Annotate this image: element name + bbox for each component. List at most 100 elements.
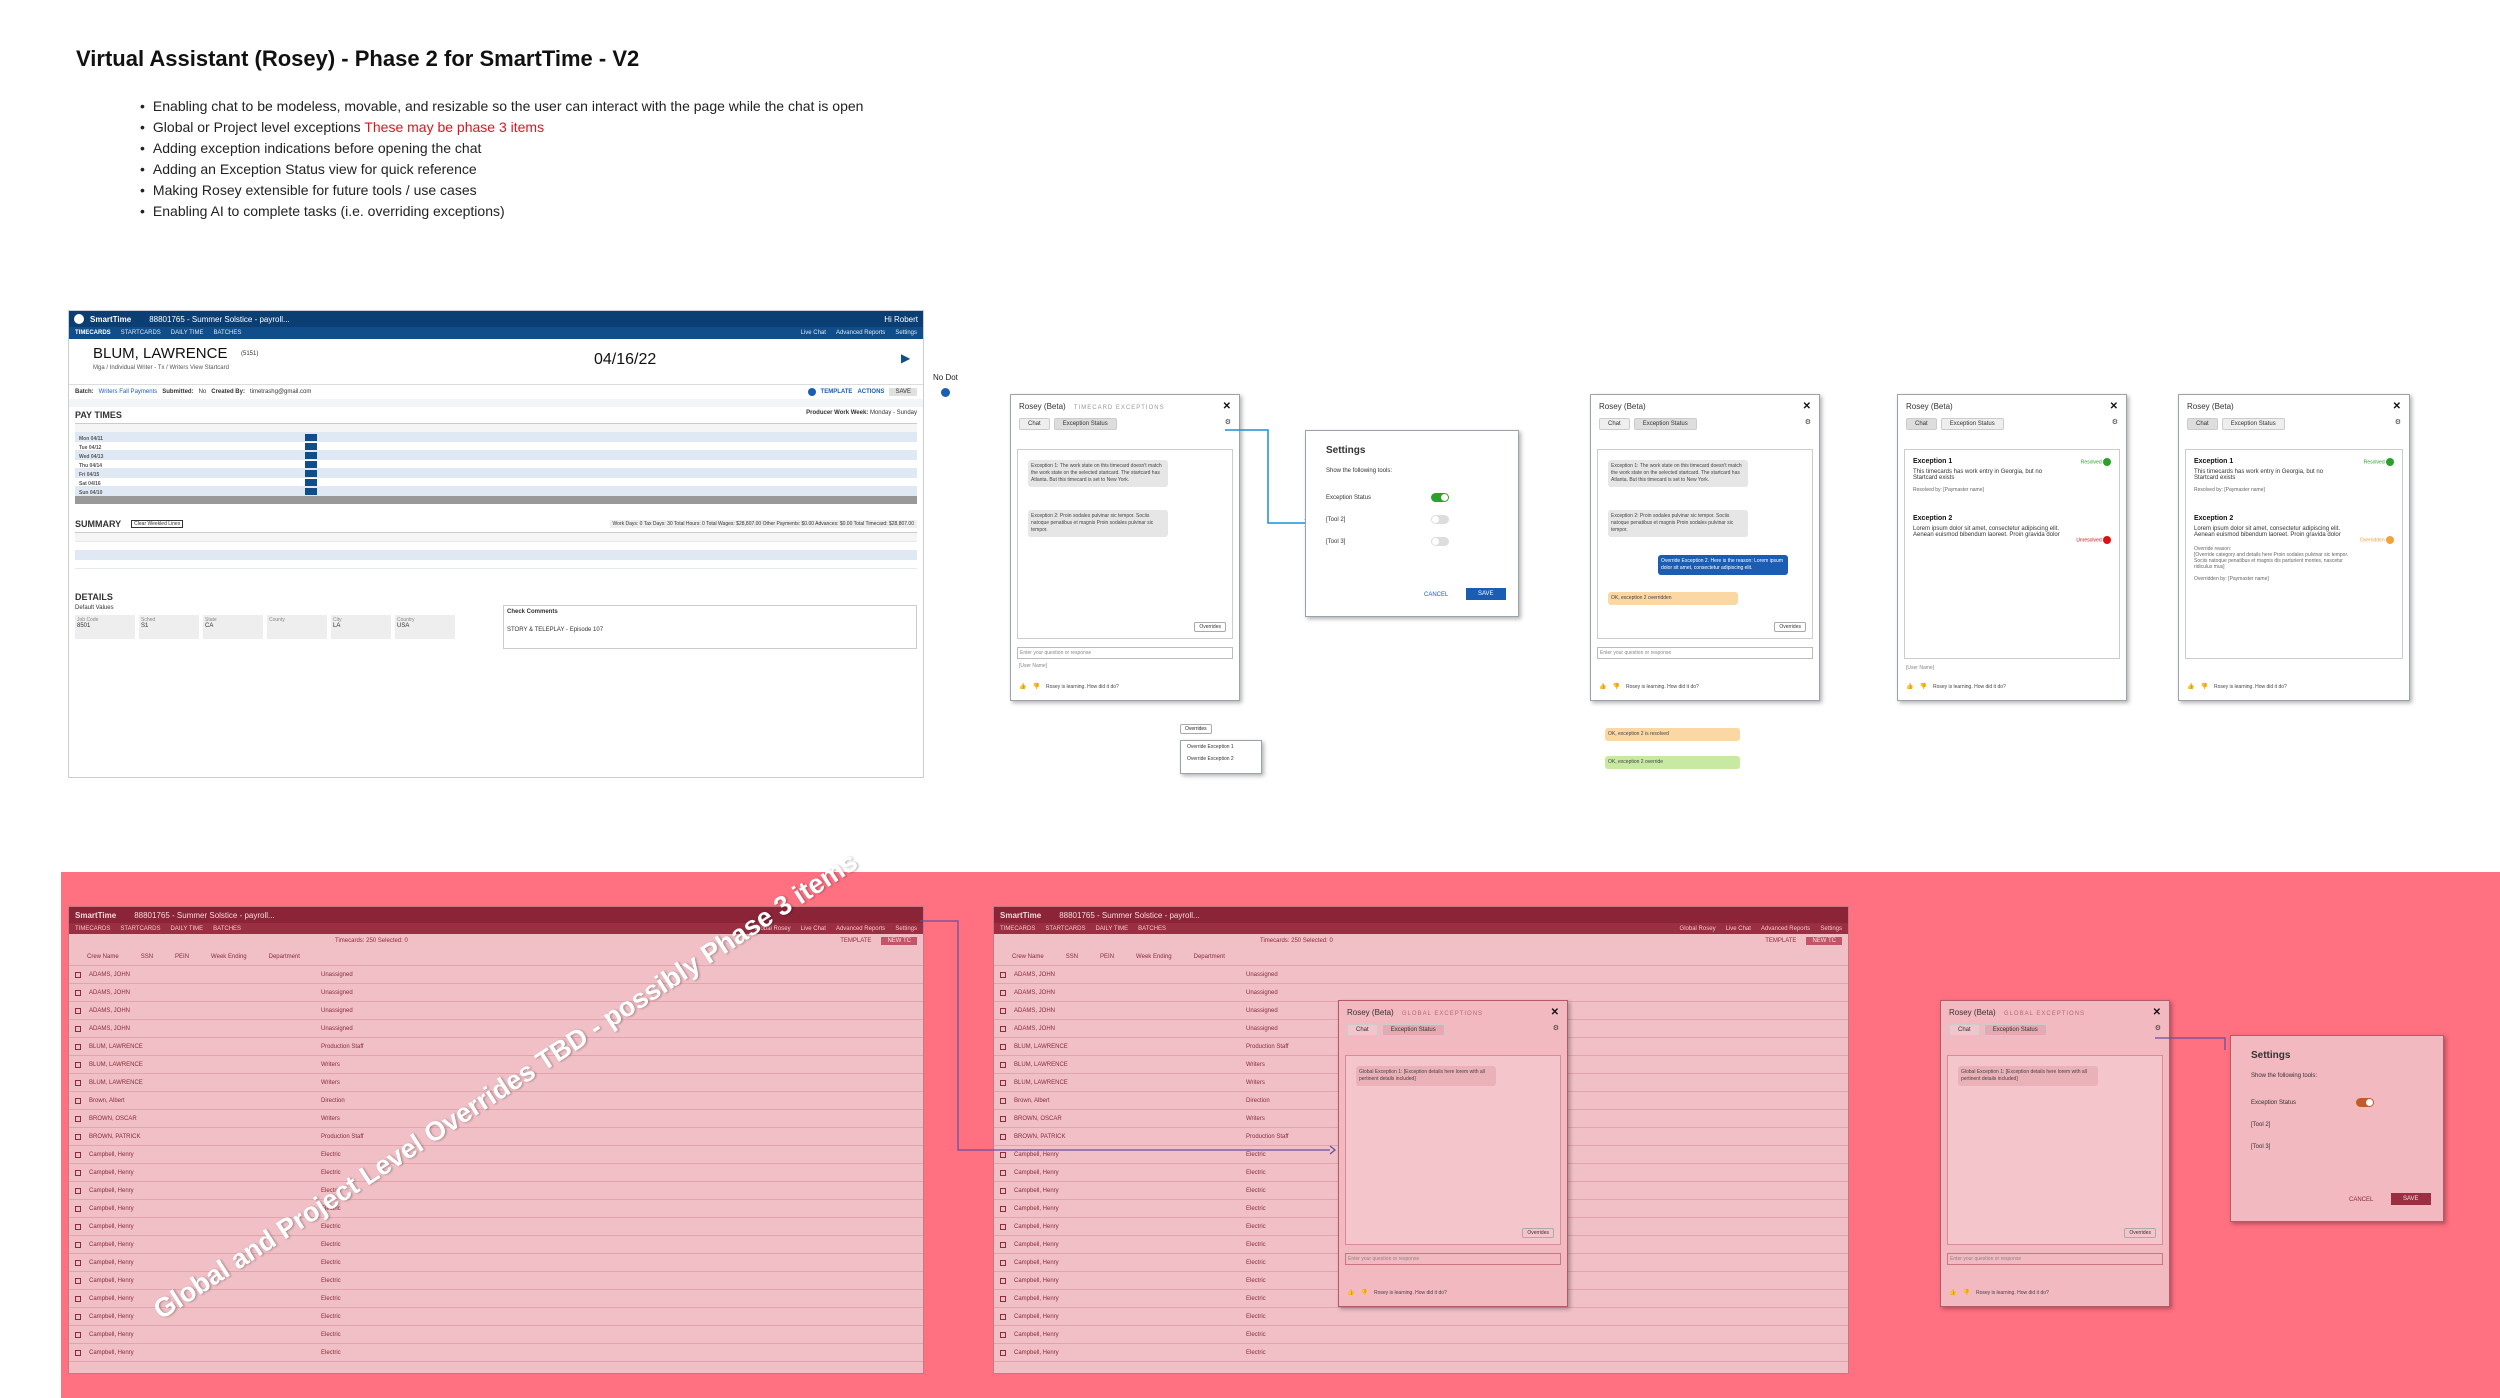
- settings-save-button[interactable]: SAVE: [2391, 1193, 2431, 1205]
- detail-field[interactable]: City LA: [331, 615, 391, 639]
- nav-dailytime[interactable]: DAILY TIME: [1095, 925, 1129, 932]
- rosey-chat-window[interactable]: Rosey (Beta) TIMECARD EXCEPTIONS ✕ Chat Ex…: [1010, 394, 1240, 701]
- nav-batches[interactable]: BATCHES: [213, 925, 242, 932]
- thumbs-up-icon[interactable]: 👍: [1906, 684, 1914, 690]
- global-exceptions-chat-2[interactable]: Rosey (Beta) GLOBAL EXCEPTIONS ✕ Chat Exce…: [1940, 1000, 2170, 1307]
- gear-icon[interactable]: ⚙: [2394, 419, 2401, 426]
- table-row[interactable]: Campbell, Henry Electric: [69, 1308, 923, 1326]
- exception-status-overridden-window[interactable]: Rosey (Beta) ✕ Chat Exception Status ⚙ Exce…: [2178, 394, 2410, 701]
- tab-exception-status[interactable]: Exception Status: [1053, 418, 1117, 430]
- row-checkbox[interactable]: [75, 1349, 81, 1356]
- user-menu[interactable]: Hi Robert: [884, 314, 918, 324]
- gear-icon[interactable]: ⚙: [1224, 419, 1231, 426]
- row-checkbox[interactable]: [75, 1205, 81, 1212]
- template-button[interactable]: TEMPLATE: [1765, 938, 1797, 944]
- table-row[interactable]: Campbell, Henry Electric: [69, 1182, 923, 1200]
- next-week-arrow-icon[interactable]: ▶: [901, 351, 911, 365]
- row-checkbox[interactable]: [1000, 1313, 1006, 1320]
- row-checkbox[interactable]: [1000, 1259, 1006, 1266]
- global-settings-panel[interactable]: Settings Show the following tools: Excep…: [2230, 1035, 2444, 1222]
- row-checkbox[interactable]: [75, 1223, 81, 1230]
- row-checkbox[interactable]: [75, 1043, 81, 1050]
- global-rosey[interactable]: Global Rosey: [1679, 925, 1716, 932]
- nav-timecards[interactable]: TIMECARDS: [1000, 925, 1036, 932]
- nav-reports[interactable]: Advanced Reports: [835, 330, 886, 336]
- overrides-button[interactable]: Overrides: [1194, 622, 1226, 632]
- table-row[interactable]: Campbell, Henry Electric: [69, 1254, 923, 1272]
- nav-dailytime[interactable]: DAILY TIME: [170, 925, 204, 932]
- tab-chat[interactable]: Chat: [1949, 1024, 1980, 1036]
- thumbs-up-icon[interactable]: 👍: [1347, 1290, 1355, 1296]
- thumbs-down-icon[interactable]: 👎: [1032, 684, 1040, 690]
- row-checkbox[interactable]: [75, 1259, 81, 1266]
- nav-startcards[interactable]: STARTCARDS: [1045, 925, 1086, 932]
- batch-link[interactable]: Writers Fall Payments: [98, 389, 158, 395]
- close-icon[interactable]: ✕: [1802, 401, 1811, 412]
- settings-cancel-button[interactable]: CANCEL: [1424, 592, 1449, 598]
- global-rosey[interactable]: Global Rosey: [754, 925, 791, 932]
- detail-field[interactable]: Job Code 8501: [75, 615, 135, 639]
- table-row[interactable]: Campbell, Henry Electric: [69, 1290, 923, 1308]
- row-checkbox[interactable]: [1000, 971, 1006, 978]
- exception-status-toggle[interactable]: [2356, 1098, 2374, 1107]
- row-checkbox[interactable]: [75, 1295, 81, 1302]
- chat-input[interactable]: Enter your question or response: [1947, 1253, 2163, 1265]
- table-row[interactable]: Campbell, Henry Electric: [994, 1308, 1848, 1326]
- row-checkbox[interactable]: [1000, 1169, 1006, 1176]
- nav-batches[interactable]: BATCHES: [213, 330, 242, 336]
- project-selector[interactable]: 88801765 - Summer Solstice - payroll...: [1059, 910, 1200, 920]
- row-checkbox[interactable]: [75, 1331, 81, 1338]
- table-row[interactable]: ADAMS, JOHN Unassigned: [994, 966, 1848, 984]
- table-row[interactable]: BLUM, LAWRENCE Writers: [69, 1056, 923, 1074]
- row-checkbox[interactable]: [1000, 1025, 1006, 1032]
- tab-exception-status[interactable]: Exception Status: [1940, 418, 2004, 430]
- row-checkbox[interactable]: [75, 1241, 81, 1248]
- new-tc-button[interactable]: NEW TC: [1806, 937, 1842, 945]
- add-row-button[interactable]: [305, 479, 317, 487]
- row-checkbox[interactable]: [75, 1079, 81, 1086]
- rosey-dot-icon[interactable]: [807, 388, 816, 396]
- thumbs-up-icon[interactable]: 👍: [2187, 684, 2195, 690]
- row-checkbox[interactable]: [1000, 1277, 1006, 1284]
- pay-row[interactable]: Mon 04/11: [75, 433, 917, 442]
- thumbs-up-icon[interactable]: 👍: [1949, 1290, 1957, 1296]
- advanced-reports[interactable]: Advanced Reports: [1760, 925, 1811, 932]
- table-row[interactable]: ADAMS, JOHN Unassigned: [69, 1020, 923, 1038]
- pay-row[interactable]: Thu 04/14: [75, 460, 917, 469]
- pay-row[interactable]: Wed 04/13: [75, 451, 917, 460]
- table-row[interactable]: Campbell, Henry Electric: [69, 1200, 923, 1218]
- advanced-reports[interactable]: Advanced Reports: [835, 925, 886, 932]
- tab-chat[interactable]: Chat: [1599, 418, 1630, 430]
- row-checkbox[interactable]: [1000, 1061, 1006, 1068]
- settings-cancel-button[interactable]: CANCEL: [2349, 1197, 2374, 1203]
- row-checkbox[interactable]: [75, 1007, 81, 1014]
- gear-icon[interactable]: ⚙: [1552, 1025, 1559, 1032]
- tab-chat[interactable]: Chat: [1019, 418, 1050, 430]
- detail-field[interactable]: State CA: [203, 615, 263, 639]
- pay-row[interactable]: Sun 04/10: [75, 487, 917, 496]
- add-row-button[interactable]: [305, 452, 317, 460]
- save-button[interactable]: SAVE: [889, 388, 917, 396]
- row-checkbox[interactable]: [1000, 1187, 1006, 1194]
- row-checkbox[interactable]: [75, 1061, 81, 1068]
- row-checkbox[interactable]: [75, 1151, 81, 1158]
- table-row[interactable]: Campbell, Henry Electric: [69, 1272, 923, 1290]
- rosey-chat-override[interactable]: Rosey (Beta) ✕ Chat Exception Status ⚙ Exce…: [1590, 394, 1820, 701]
- add-row-button[interactable]: [305, 434, 317, 442]
- table-row[interactable]: Campbell, Henry Electric: [69, 1326, 923, 1344]
- row-checkbox[interactable]: [75, 989, 81, 996]
- row-checkbox[interactable]: [1000, 1241, 1006, 1248]
- table-row[interactable]: Campbell, Henry Electric: [994, 1344, 1848, 1362]
- close-icon[interactable]: ✕: [1550, 1007, 1559, 1018]
- tab-exception-status[interactable]: Exception Status: [2221, 418, 2285, 430]
- row-checkbox[interactable]: [1000, 1349, 1006, 1356]
- detail-field[interactable]: Sched S1: [139, 615, 199, 639]
- overrides-dropdown-trigger[interactable]: Overrides: [1180, 724, 1212, 734]
- nav-settings[interactable]: Settings: [895, 330, 917, 336]
- table-row[interactable]: Campbell, Henry Electric: [69, 1164, 923, 1182]
- override-exception-2[interactable]: Override Exception 2: [1187, 756, 1234, 762]
- row-checkbox[interactable]: [1000, 989, 1006, 996]
- row-checkbox[interactable]: [75, 1187, 81, 1194]
- detail-field[interactable]: County: [267, 615, 327, 639]
- settings-panel[interactable]: Settings Show the following tools: Excep…: [1305, 430, 1519, 617]
